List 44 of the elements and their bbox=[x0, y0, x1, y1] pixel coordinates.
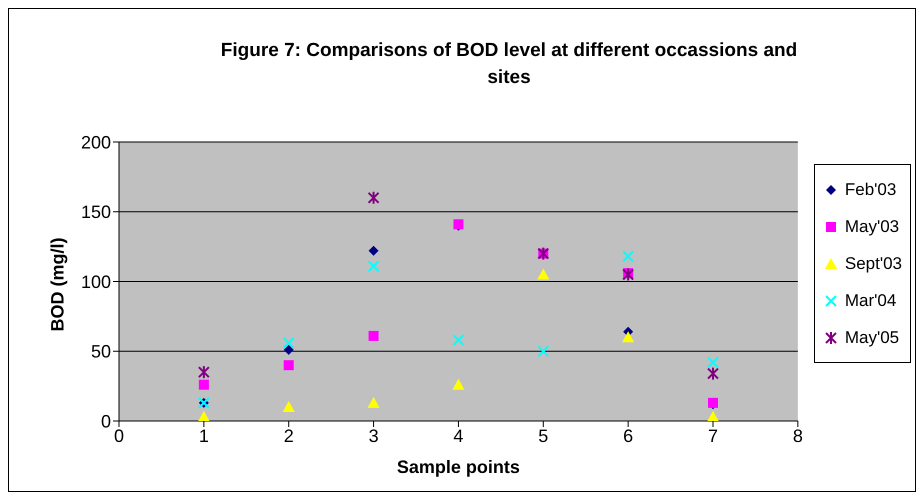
legend-label: May'03 bbox=[844, 216, 900, 236]
point bbox=[622, 331, 634, 342]
point bbox=[368, 396, 380, 408]
y-tick-label: 100 bbox=[80, 272, 111, 292]
point bbox=[284, 344, 294, 355]
point bbox=[452, 378, 464, 390]
point bbox=[707, 410, 719, 421]
y-axis-title: BOD (mg/l) bbox=[47, 238, 68, 332]
point bbox=[284, 360, 294, 370]
x-tick-label: 6 bbox=[623, 426, 634, 446]
point bbox=[537, 345, 550, 358]
x-tick-label: 2 bbox=[284, 426, 294, 446]
point bbox=[198, 365, 210, 380]
point bbox=[622, 250, 634, 262]
y-tick-label: 150 bbox=[80, 202, 111, 222]
x-axis-title: Sample points bbox=[396, 457, 520, 477]
legend-label: May'05 bbox=[844, 328, 900, 348]
x-tick-label: 7 bbox=[708, 426, 718, 446]
legend-label: Sept'03 bbox=[844, 254, 902, 274]
point bbox=[622, 268, 634, 282]
point bbox=[707, 356, 719, 368]
point bbox=[368, 190, 380, 205]
legend-label: Feb'03 bbox=[844, 180, 896, 200]
point bbox=[368, 246, 379, 256]
point bbox=[198, 380, 209, 390]
legend-label: Mar'04 bbox=[844, 290, 896, 310]
x-tick-label: 5 bbox=[538, 426, 548, 446]
point bbox=[282, 336, 295, 349]
y-tick-label: 50 bbox=[90, 342, 111, 362]
point bbox=[368, 330, 379, 341]
y-tick-label: 200 bbox=[80, 132, 111, 152]
x-tick-label: 1 bbox=[198, 426, 209, 446]
point bbox=[537, 268, 550, 280]
x-tick-label: 8 bbox=[792, 426, 803, 446]
x-tick-label: 4 bbox=[453, 426, 464, 446]
point bbox=[707, 366, 719, 381]
point bbox=[198, 410, 210, 421]
chart-title: Figure 7: Comparisons of BOD level at different occassions and sites bbox=[220, 39, 798, 90]
point bbox=[282, 401, 295, 412]
point bbox=[368, 260, 380, 272]
point bbox=[452, 334, 464, 346]
x-tick-label: 3 bbox=[368, 426, 379, 446]
y-tick-label: 0 bbox=[100, 411, 111, 432]
x-tick-label: 0 bbox=[114, 426, 124, 446]
